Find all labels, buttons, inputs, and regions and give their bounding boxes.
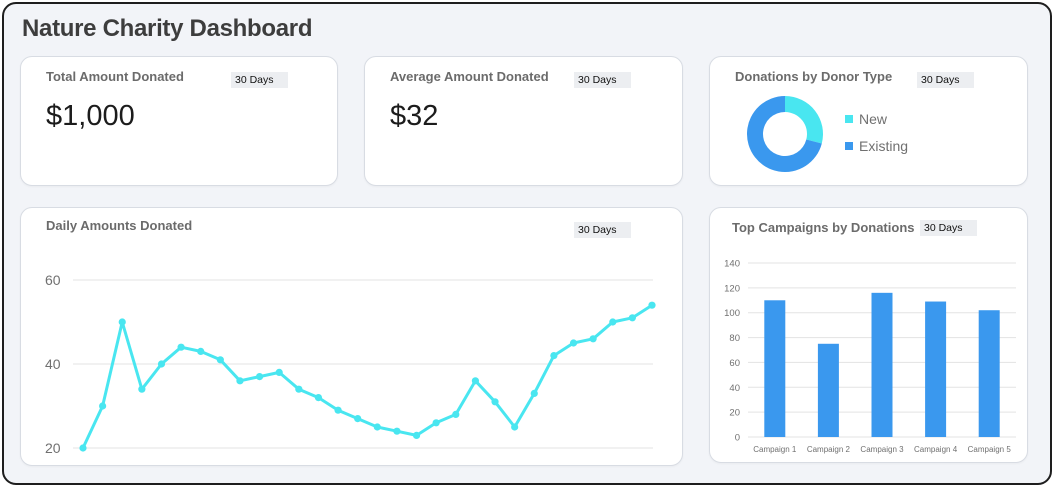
average-donated-value: $32: [390, 100, 439, 132]
campaign-bar: [871, 292, 893, 437]
campaign-bar: [978, 310, 1000, 437]
donor-type-card: Donations by Donor Type 30 Days New Exis…: [709, 56, 1028, 186]
daily-point: [314, 394, 323, 402]
daily-point: [275, 368, 283, 376]
total-donated-value: $1,000: [46, 100, 135, 132]
donor-type-donut-chart: [747, 96, 823, 172]
daily-point: [354, 415, 362, 423]
legend-new: New: [845, 111, 887, 127]
campaign-bar: [925, 301, 947, 437]
daily-point: [589, 335, 597, 343]
campaigns-period-badge[interactable]: 30 Days: [920, 220, 977, 236]
y-tick-label: 40: [45, 356, 61, 372]
campaign-bar: [764, 300, 786, 437]
daily-point: [393, 427, 401, 435]
y-tick-label: 20: [729, 408, 740, 419]
daily-series-line: [81, 303, 653, 449]
daily-point: [216, 356, 224, 364]
daily-point: [79, 444, 87, 452]
donor-type-title: Donations by Donor Type: [735, 69, 893, 84]
dashboard-title: Nature Charity Dashboard: [22, 15, 313, 42]
daily-point: [412, 431, 421, 439]
y-tick-label: 140: [724, 259, 740, 270]
y-tick-label: 0: [735, 433, 740, 444]
average-donated-card: Average Amount Donated 30 Days $32: [364, 56, 683, 186]
daily-point: [99, 402, 107, 410]
daily-point: [255, 373, 264, 381]
daily-point: [471, 377, 480, 385]
daily-point: [609, 318, 617, 326]
daily-point: [295, 385, 303, 393]
y-tick-label: 40: [729, 383, 740, 394]
daily-line-chart: 20 40 60: [45, 272, 656, 456]
daily-point: [550, 352, 558, 360]
daily-point: [118, 318, 126, 326]
daily-point: [373, 423, 381, 431]
daily-point: [452, 410, 460, 418]
legend-existing-label: Existing: [859, 138, 909, 154]
y-tick-label: 60: [729, 358, 740, 369]
x-tick-label: Campaign 3: [860, 445, 904, 454]
donut-slice-new: [785, 96, 823, 144]
daily-point: [648, 301, 656, 309]
legend-existing: Existing: [845, 138, 908, 154]
x-tick-label: Campaign 1: [753, 445, 797, 454]
total-donated-card: Total Amount Donated 30 Days $1,000: [20, 56, 338, 186]
daily-point: [334, 406, 342, 414]
total-period-badge[interactable]: 30 Days: [231, 72, 288, 88]
daily-point: [569, 339, 578, 347]
daily-point: [157, 360, 166, 368]
daily-period-badge[interactable]: 30 Days: [574, 222, 631, 238]
donor-type-period-badge[interactable]: 30 Days: [917, 72, 974, 88]
campaign-bar: [817, 343, 839, 437]
donut-slice-existing: [747, 96, 822, 172]
y-tick-label: 120: [724, 283, 740, 294]
daily-point: [177, 343, 185, 351]
campaigns-title: Top Campaigns by Donations: [732, 220, 915, 235]
daily-point: [491, 398, 499, 406]
campaigns-card: Top Campaigns by Donations 30 Days 0 20 40…: [709, 207, 1028, 463]
y-tick-label: 80: [729, 333, 740, 344]
total-donated-title: Total Amount Donated: [46, 69, 184, 84]
legend-new-swatch: [845, 115, 853, 123]
daily-point: [138, 385, 146, 393]
x-tick-label: Campaign 2: [807, 445, 851, 454]
daily-point: [197, 347, 205, 355]
legend-existing-swatch: [845, 142, 853, 150]
daily-point: [511, 423, 519, 431]
daily-point: [628, 314, 636, 322]
x-tick-label: Campaign 5: [968, 445, 1012, 454]
daily-point: [530, 389, 538, 397]
daily-donated-title: Daily Amounts Donated: [46, 218, 193, 233]
campaigns-bar-chart: 0 20 40 60 80 100 120 140 Campaign 1 Campaign 2 Ca…: [724, 259, 1016, 454]
x-tick-label: Campaign 4: [914, 445, 958, 454]
daily-point: [432, 419, 440, 427]
average-period-badge[interactable]: 30 Days: [574, 72, 631, 88]
daily-point: [236, 377, 244, 385]
legend-new-label: New: [859, 111, 888, 127]
daily-donated-card: Daily Amounts Donated 30 Days 20 40 60: [20, 207, 683, 466]
average-donated-title: Average Amount Donated: [390, 69, 549, 84]
y-tick-label: 100: [724, 308, 740, 319]
y-tick-label: 60: [45, 272, 61, 288]
y-tick-label: 20: [45, 440, 61, 456]
